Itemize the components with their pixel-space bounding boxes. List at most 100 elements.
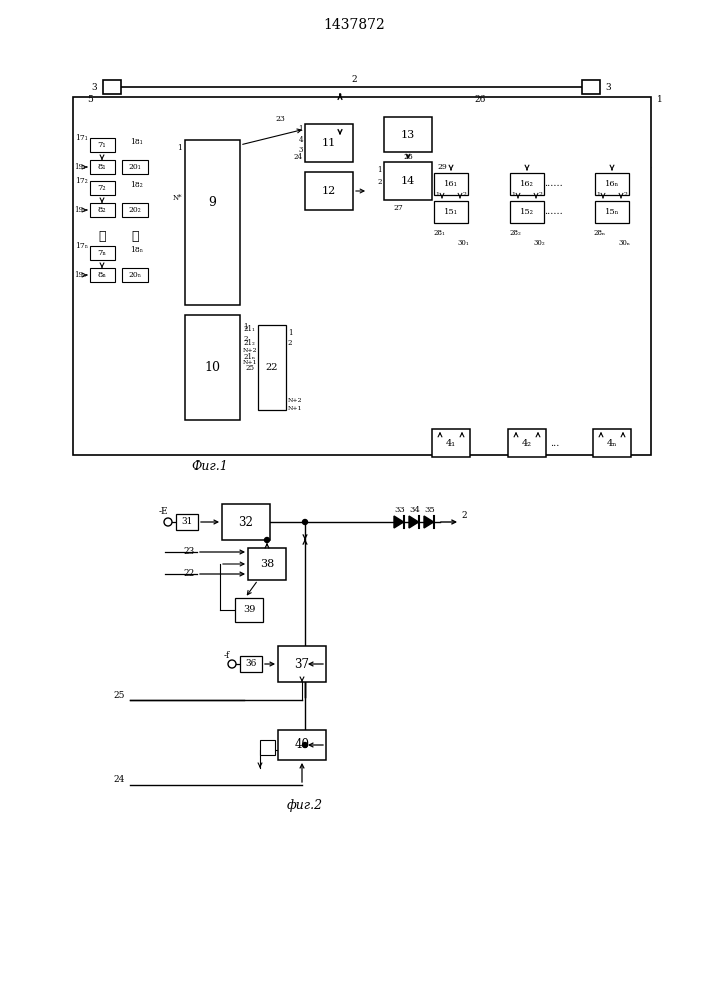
Text: 1: 1 — [378, 166, 382, 174]
Text: 24: 24 — [114, 776, 125, 784]
Text: 18₁: 18₁ — [130, 138, 143, 146]
Text: 2: 2 — [351, 76, 357, 85]
Text: 1: 1 — [596, 192, 600, 196]
Bar — [176, 514, 198, 530]
Bar — [432, 429, 470, 457]
Text: 21₂: 21₂ — [243, 339, 255, 347]
Bar — [185, 140, 240, 305]
Text: 2: 2 — [461, 512, 467, 520]
Text: 31: 31 — [181, 518, 193, 526]
Polygon shape — [409, 516, 419, 528]
Text: 15ₙ: 15ₙ — [604, 208, 619, 216]
Text: 33: 33 — [395, 506, 405, 514]
Text: 1437872: 1437872 — [323, 18, 385, 32]
Text: 2: 2 — [288, 339, 293, 347]
Bar — [595, 201, 629, 223]
Text: 39: 39 — [243, 605, 255, 614]
Bar — [122, 160, 148, 174]
Text: 4₂: 4₂ — [522, 438, 532, 448]
Bar — [103, 80, 121, 94]
Text: -E: -E — [158, 508, 168, 516]
Text: 34: 34 — [409, 506, 421, 514]
Bar — [278, 646, 326, 682]
Text: 7ₙ: 7ₙ — [98, 249, 107, 257]
Text: 1: 1 — [511, 192, 515, 196]
Text: 2: 2 — [243, 335, 247, 343]
Text: 20ₙ: 20ₙ — [129, 271, 141, 279]
Bar — [305, 172, 353, 210]
Text: 1: 1 — [243, 323, 247, 331]
Text: 26: 26 — [403, 153, 413, 161]
Text: 2: 2 — [539, 192, 543, 196]
Text: 28₁: 28₁ — [433, 229, 445, 237]
Text: 13: 13 — [401, 129, 415, 139]
Bar — [248, 548, 286, 580]
Text: 29: 29 — [437, 163, 447, 171]
Text: ......: ...... — [544, 180, 562, 188]
Text: 5: 5 — [87, 96, 93, 104]
Bar — [384, 117, 432, 152]
Circle shape — [303, 742, 308, 748]
Text: 21₁: 21₁ — [243, 325, 255, 333]
Bar — [593, 429, 631, 457]
Text: 1: 1 — [177, 144, 182, 152]
Bar — [122, 203, 148, 217]
Text: 14: 14 — [401, 176, 415, 186]
Text: ......: ...... — [544, 208, 562, 217]
Bar — [90, 246, 115, 260]
Bar — [305, 124, 353, 162]
Text: 23: 23 — [184, 548, 195, 556]
Text: N*: N* — [173, 194, 182, 202]
Text: 25: 25 — [114, 690, 125, 700]
Text: 15₁: 15₁ — [444, 208, 458, 216]
Text: 35: 35 — [425, 506, 436, 514]
Text: 3: 3 — [605, 83, 611, 92]
Bar — [428, 163, 636, 233]
Text: 2: 2 — [624, 192, 628, 196]
Text: 16ₙ: 16ₙ — [605, 180, 619, 188]
Text: 1: 1 — [435, 192, 439, 196]
Text: 21ₙ: 21ₙ — [243, 353, 255, 361]
Text: 32: 32 — [238, 516, 253, 528]
Bar — [122, 268, 148, 282]
Text: 7₁: 7₁ — [98, 141, 106, 149]
Text: 26: 26 — [474, 96, 486, 104]
Text: 30₂: 30₂ — [533, 239, 545, 247]
Text: 3: 3 — [91, 83, 97, 92]
Bar — [260, 740, 275, 755]
Polygon shape — [424, 516, 433, 528]
Text: 8₂: 8₂ — [98, 206, 106, 214]
Polygon shape — [394, 516, 404, 528]
Text: 18ₙ: 18ₙ — [130, 246, 143, 254]
Text: 27: 27 — [393, 204, 403, 212]
Text: 19ₙ: 19ₙ — [74, 271, 86, 279]
Text: 22: 22 — [266, 363, 279, 372]
Bar — [595, 173, 629, 195]
Bar — [90, 203, 115, 217]
Bar — [235, 598, 263, 622]
Text: 28₂: 28₂ — [509, 229, 521, 237]
Bar — [90, 181, 115, 195]
Text: 18₂: 18₂ — [130, 181, 143, 189]
Text: 25: 25 — [246, 364, 255, 372]
Text: 11: 11 — [322, 138, 336, 148]
Text: 40: 40 — [295, 738, 310, 752]
Text: 17₁: 17₁ — [75, 134, 88, 142]
Text: Фиг.1: Фиг.1 — [192, 460, 228, 474]
Text: 15₂: 15₂ — [520, 208, 534, 216]
Text: 28ₙ: 28ₙ — [594, 229, 606, 237]
Text: 4₁: 4₁ — [446, 438, 456, 448]
Bar — [73, 97, 651, 455]
Text: 19₁: 19₁ — [74, 163, 86, 171]
Bar — [510, 201, 544, 223]
Bar — [434, 201, 468, 223]
Text: N+1: N+1 — [288, 406, 303, 410]
Text: фиг.2: фиг.2 — [287, 798, 323, 812]
Text: 2: 2 — [378, 178, 382, 186]
Text: N+2: N+2 — [288, 397, 303, 402]
Text: 10: 10 — [204, 361, 221, 374]
Text: 30₁: 30₁ — [457, 239, 469, 247]
Text: 19₂: 19₂ — [74, 206, 86, 214]
Text: 8₁: 8₁ — [98, 163, 106, 171]
Text: 36: 36 — [245, 660, 257, 668]
